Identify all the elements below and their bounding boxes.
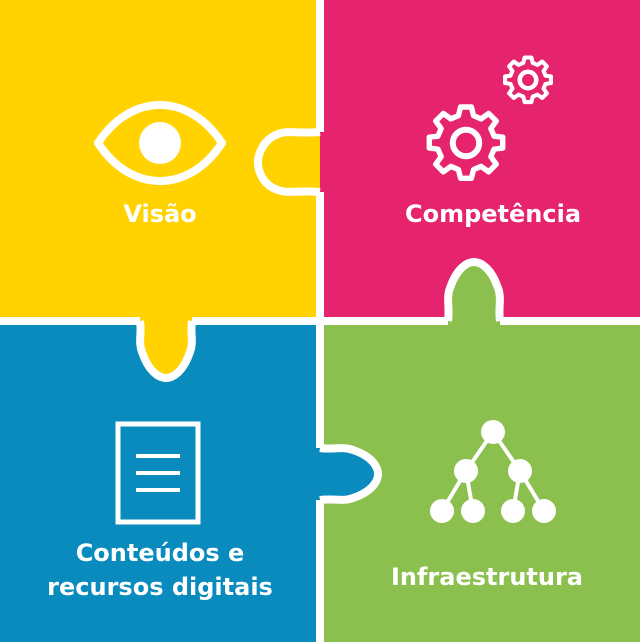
vision-knob [258, 132, 316, 192]
hierarchy-icon [430, 420, 556, 523]
content-label-line2: recursos digitais [47, 573, 273, 601]
competence-label: Competência [404, 200, 582, 228]
infrastructure-label: Infraestrutura [390, 563, 584, 591]
vision-label: Visão [123, 200, 197, 228]
vision-knob-down [140, 317, 192, 378]
content-label: Conteúdos e recursos digitais [20, 536, 300, 604]
gears-icon [426, 55, 553, 181]
document-icon [115, 421, 201, 525]
content-knob [316, 448, 378, 500]
content-label-line1: Conteúdos e [75, 539, 245, 567]
eye-icon [94, 101, 226, 185]
infrastructure-knob [448, 262, 500, 325]
